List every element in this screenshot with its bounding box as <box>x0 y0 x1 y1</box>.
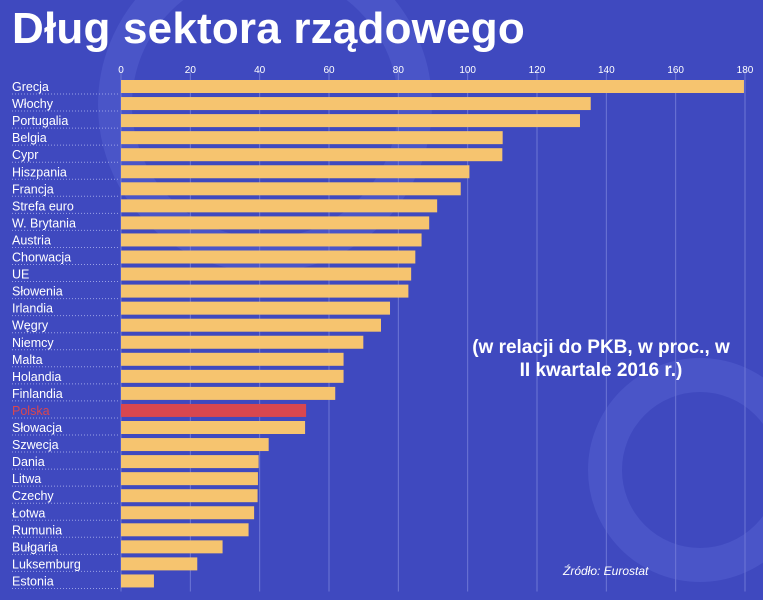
category-label: Włochy <box>12 97 54 111</box>
bar <box>121 523 249 537</box>
decorative-ring <box>588 358 763 582</box>
category-label: Belgia <box>12 131 47 145</box>
bar <box>121 369 344 383</box>
bar <box>121 233 422 247</box>
category-label: Dania <box>12 455 45 469</box>
bar <box>121 506 255 520</box>
category-label: Rumunia <box>12 523 62 537</box>
category-label: Czechy <box>12 489 54 503</box>
bar <box>121 472 258 486</box>
bar <box>121 199 438 213</box>
bar <box>121 182 461 196</box>
category-label: Węgry <box>12 319 49 333</box>
bar <box>121 216 430 230</box>
x-tick-label: 140 <box>598 65 615 76</box>
bar <box>121 421 306 434</box>
chart-subtitle-note: (w relacji do PKB, w proc., w II kwartal… <box>472 337 730 381</box>
chart-title: Dług sektora rządowego <box>12 4 525 53</box>
category-label: W. Brytania <box>12 216 76 230</box>
x-tick-label: 100 <box>459 65 476 76</box>
x-tick-label: 0 <box>118 65 124 76</box>
bar <box>121 250 416 264</box>
category-label: Polska <box>12 404 50 418</box>
bar <box>121 301 391 315</box>
bar <box>121 267 412 281</box>
x-tick-label: 80 <box>393 65 405 76</box>
x-tick-label: 180 <box>737 65 754 76</box>
x-tick-label: 120 <box>529 65 546 76</box>
bar <box>121 165 470 179</box>
bar <box>121 97 591 111</box>
category-label: Słowacja <box>12 421 62 435</box>
source-note: Źródło: Eurostat <box>563 564 649 578</box>
bar <box>121 148 503 162</box>
category-label: Luksemburg <box>12 557 81 571</box>
bar <box>121 489 258 503</box>
bar <box>121 335 364 349</box>
category-label: Słowenia <box>12 285 63 299</box>
bar <box>121 438 269 452</box>
category-label: Bułgaria <box>12 540 58 554</box>
category-label: Finlandia <box>12 387 63 401</box>
category-label: Irlandia <box>12 302 53 316</box>
bar <box>121 455 259 469</box>
bar <box>121 403 307 417</box>
category-label: Łotwa <box>12 506 45 520</box>
category-label: Szwecja <box>12 438 59 452</box>
category-label: Niemcy <box>12 336 54 350</box>
category-label: Chorwacja <box>12 251 71 265</box>
bar <box>121 386 336 400</box>
bar <box>121 131 503 145</box>
x-tick-label: 40 <box>254 65 266 76</box>
bar <box>121 284 409 298</box>
bars <box>121 80 744 588</box>
category-labels: Grecja Włochy Portugalia Belgia Cypr Hiszpani… <box>12 80 81 588</box>
category-label: Francja <box>12 182 54 196</box>
bar <box>121 352 344 366</box>
bar <box>121 574 154 588</box>
category-label: Strefa euro <box>12 199 74 213</box>
x-tick-label: 160 <box>667 65 684 76</box>
bar <box>121 80 744 93</box>
category-label: Cypr <box>12 148 38 162</box>
bar <box>121 114 580 128</box>
bar <box>121 557 198 571</box>
category-label: Litwa <box>12 472 41 486</box>
category-label: Estonia <box>12 574 54 588</box>
category-label: Hiszpania <box>12 165 67 179</box>
bar <box>121 540 223 554</box>
category-label: Malta <box>12 353 43 367</box>
category-label: Portugalia <box>12 114 68 128</box>
category-label: UE <box>12 268 29 282</box>
x-tick-label: 60 <box>323 65 335 76</box>
x-tick-label: 20 <box>185 65 197 76</box>
category-label: Holandia <box>12 370 61 384</box>
x-tick-labels: 0 20 40 60 80 100 120 140 160 180 <box>118 65 754 76</box>
bar <box>121 318 381 332</box>
category-label: Grecja <box>12 80 49 94</box>
category-label: Austria <box>12 233 51 247</box>
